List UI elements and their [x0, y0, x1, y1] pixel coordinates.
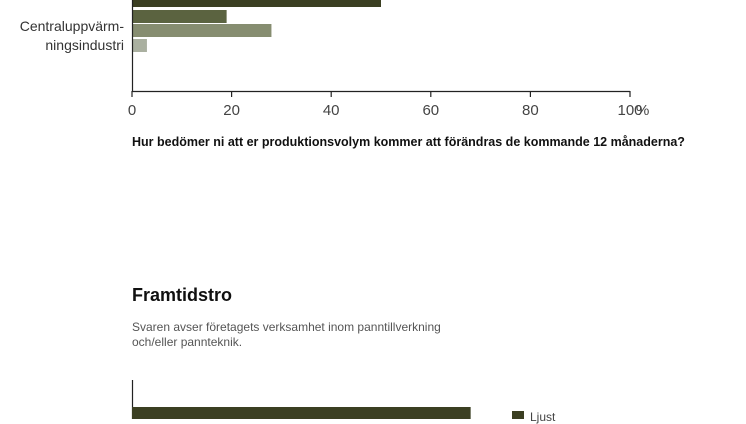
- top-bar-3: [132, 24, 272, 37]
- category-label-line-2: ningsindustri: [45, 37, 124, 53]
- section-description: Svaren avser företagets verksamhet inom …: [132, 320, 441, 349]
- x-tick-label-0: 0: [127, 102, 137, 119]
- top-bar-2: [132, 10, 227, 23]
- category-label-line-1: Centraluppvärm-: [19, 18, 124, 34]
- chart-question: Hur bedömer ni att er produktionsvolym k…: [132, 135, 685, 149]
- top-bar-4: [132, 39, 147, 52]
- section-title: Framtidstro: [132, 285, 233, 305]
- x-tick-label-60: 60: [422, 102, 440, 119]
- bottom-chart: [131, 380, 524, 419]
- x-tick-label-100: 100: [617, 102, 643, 119]
- top-chart: [131, 0, 631, 97]
- bottom-bar-1: [132, 407, 471, 419]
- legend-swatch-ljust: [512, 411, 524, 419]
- top-bar-1: [132, 0, 381, 7]
- category-label: Centraluppvärm- ningsindustri: [0, 17, 124, 55]
- legend-label-ljust: Ljust: [530, 410, 556, 424]
- x-tick-label-40: 40: [322, 102, 340, 119]
- x-tick-label-20: 20: [223, 102, 240, 119]
- x-unit-label: %: [636, 102, 650, 119]
- x-tick-label-80: 80: [522, 102, 539, 119]
